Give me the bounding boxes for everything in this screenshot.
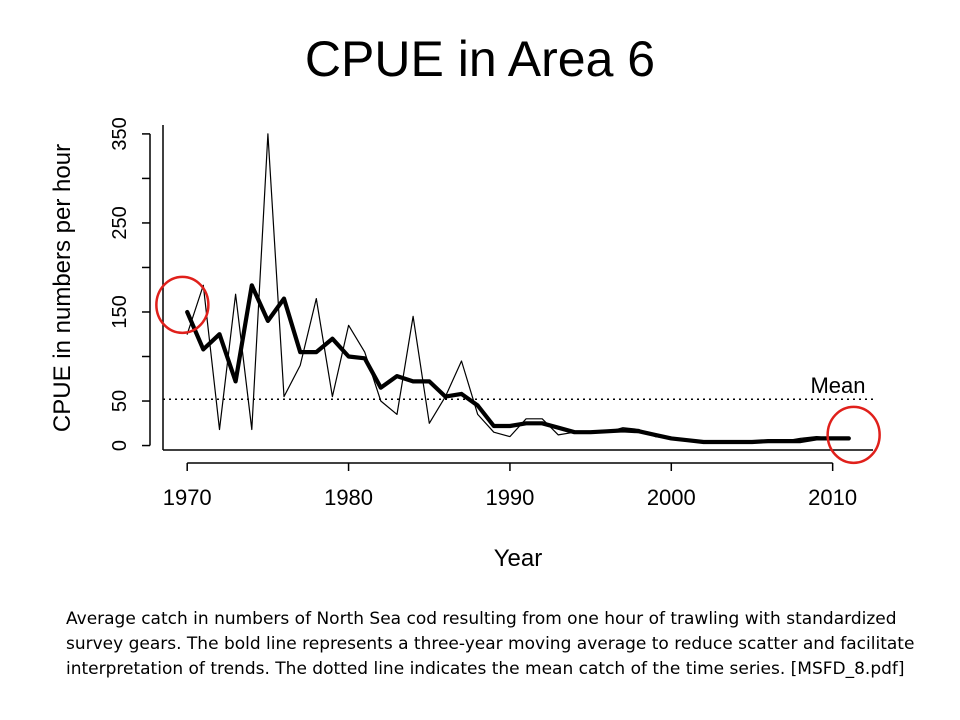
- series-moving-average-line: [185, 283, 851, 445]
- y-tick-label: 350: [109, 117, 131, 150]
- y-tick-label: 150: [109, 295, 131, 328]
- mean-layer: Mean: [163, 373, 873, 400]
- mean-label: Mean: [810, 373, 865, 398]
- y-tick-label: 250: [109, 206, 131, 239]
- series-layer: [185, 133, 851, 445]
- cpue-line-chart: 0 50 150 250 350 1970 1980 1990 2000 2010 Mean Ye…: [49, 117, 881, 572]
- highlight-circle: [155, 275, 210, 335]
- x-tick-label: 1980: [324, 485, 373, 510]
- y-tick-label: 50: [109, 390, 131, 412]
- plot-area: [163, 125, 873, 450]
- slide-title: CPUE in Area 6: [304, 31, 656, 87]
- series-annual-cpue-line: [186, 133, 850, 442]
- x-tick-label: 2000: [647, 485, 696, 510]
- x-tick-label: 1990: [485, 485, 534, 510]
- y-tick-label: 0: [109, 440, 131, 451]
- highlight-circle: [826, 405, 881, 465]
- x-axis-label: Year: [494, 545, 543, 572]
- plot-axes: 0 50 150 250 350 1970 1980 1990 2000 2010: [109, 117, 873, 510]
- x-tick-label: 2010: [808, 485, 857, 510]
- figure-caption: Average catch in numbers of North Sea co…: [66, 609, 915, 679]
- annotation-layer: [155, 275, 881, 465]
- y-axis-label: CPUE in numbers per hour: [49, 144, 76, 432]
- x-tick-label: 1970: [163, 485, 212, 510]
